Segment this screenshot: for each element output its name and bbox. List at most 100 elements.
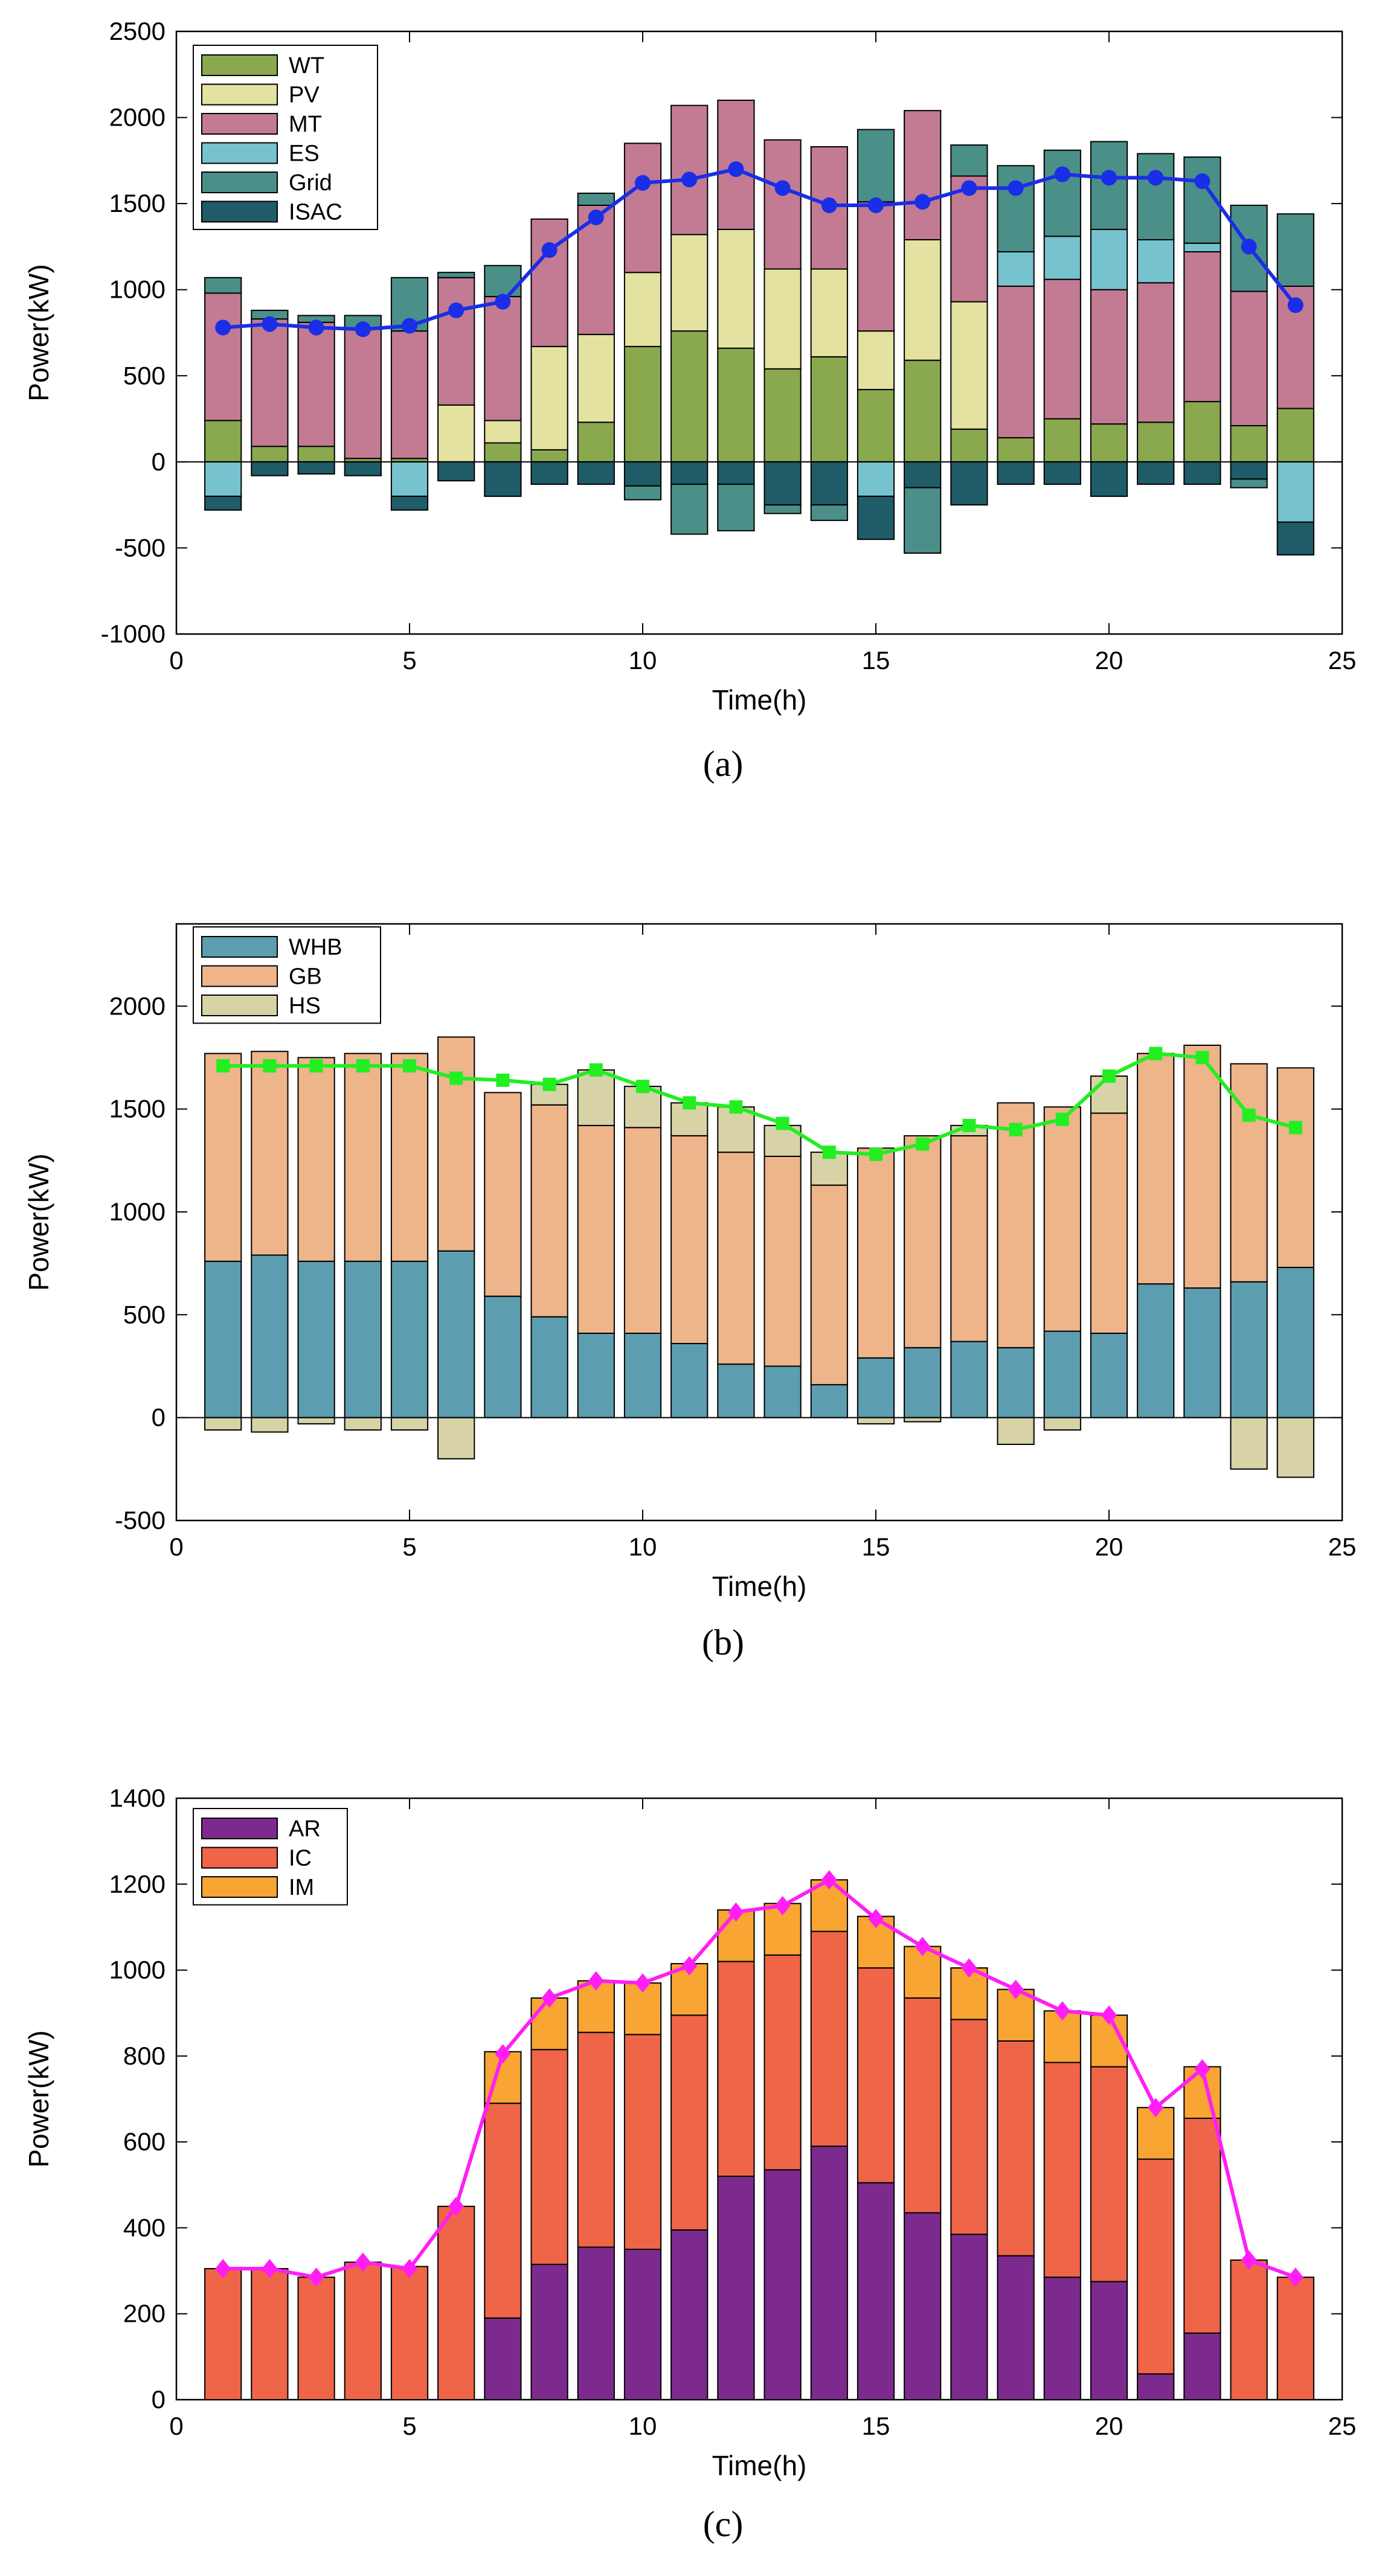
line-marker: [495, 293, 511, 310]
bar-es: [1276, 461, 1314, 523]
y-tick-label: 0: [152, 447, 166, 476]
line-marker: [263, 1059, 277, 1073]
x-tick-label: 0: [169, 1533, 183, 1561]
bar-mt: [670, 104, 709, 235]
bar-pv: [857, 330, 895, 391]
y-tick-label: 1400: [109, 1784, 166, 1812]
legend-label-ic: IC: [289, 1846, 312, 1871]
line-marker: [961, 180, 977, 196]
y-tick-label: 1000: [109, 1956, 166, 1984]
legend-swatch-isac: [201, 200, 278, 223]
line-marker: [681, 1956, 698, 1976]
bar-whb: [904, 1347, 942, 1418]
bar-ic: [1183, 2118, 1221, 2334]
bar-gb: [577, 1124, 615, 1334]
line-marker: [403, 1059, 416, 1073]
line-marker: [262, 2259, 278, 2279]
bar-ic: [297, 2276, 335, 2401]
bar-gb: [204, 1053, 242, 1262]
bar-hs: [297, 1417, 335, 1424]
bar-wt: [950, 428, 988, 463]
bar-hs: [997, 1417, 1035, 1445]
y-tick-label: 800: [123, 2042, 166, 2070]
y-tick-label: 2000: [109, 992, 166, 1020]
bar-gb: [484, 1092, 522, 1297]
bar-ar: [764, 2169, 802, 2401]
y-axis-label: Power(kW): [23, 1153, 54, 1290]
bar-grid: [577, 193, 615, 206]
bar-grid: [810, 504, 848, 521]
y-tick-label: 1500: [109, 1095, 166, 1123]
bar-ic: [810, 1930, 848, 2147]
line-marker: [308, 319, 324, 336]
line-marker: [1148, 170, 1164, 186]
bar-ar: [623, 2249, 662, 2400]
line-marker: [216, 1059, 230, 1073]
legend-swatch-grid: [201, 171, 278, 193]
x-tick-label: 5: [402, 2412, 416, 2440]
bar-mt: [484, 296, 522, 421]
bar-mt: [1043, 278, 1081, 420]
line-marker: [1055, 1112, 1069, 1126]
bar-grid: [904, 487, 942, 554]
bar-mt: [344, 328, 382, 460]
bar-gb: [1276, 1067, 1314, 1268]
legend-swatch-ar: [201, 1818, 278, 1839]
bar-pv: [437, 404, 475, 463]
bar-grid: [1276, 213, 1314, 287]
bar-mt: [1090, 289, 1128, 425]
legend-swatch-wt: [201, 54, 278, 76]
bar-ic: [857, 1967, 895, 2184]
bar-isac: [857, 495, 895, 540]
legend-label-mt: MT: [289, 112, 322, 137]
line-marker: [868, 1909, 884, 1929]
bar-ic: [623, 2034, 662, 2250]
bar-gb: [390, 1053, 429, 1262]
line-marker: [1241, 239, 1257, 255]
bar-ic: [1043, 2062, 1081, 2278]
line-marker: [1241, 2250, 1257, 2270]
bar-gb: [623, 1127, 662, 1334]
y-tick-label: 1200: [109, 1870, 166, 1898]
bar-grid: [1230, 478, 1268, 489]
x-tick-label: 20: [1095, 2412, 1124, 2440]
y-tick-label: 2500: [109, 17, 166, 45]
bar-wt: [857, 389, 895, 463]
bar-ic: [1090, 2066, 1128, 2283]
line-marker: [1287, 297, 1304, 313]
line-marker: [1101, 2005, 1117, 2025]
bar-hs: [1043, 1417, 1081, 1431]
bar-whb: [810, 1384, 848, 1418]
line-marker: [869, 1147, 883, 1161]
bar-ic: [344, 2261, 382, 2400]
bar-es: [857, 461, 895, 497]
bar-pv: [577, 333, 615, 423]
bar-gb: [251, 1051, 289, 1256]
line-marker: [1288, 1121, 1302, 1135]
bar-whb: [717, 1363, 755, 1418]
total-line: [223, 1878, 1296, 2280]
bar-isac: [1043, 461, 1081, 485]
line-marker: [729, 1100, 743, 1114]
bar-wt: [297, 446, 335, 463]
line-marker: [449, 1071, 463, 1085]
bar-mt: [577, 204, 615, 335]
bar-gb: [997, 1102, 1035, 1348]
figure-caption: (c): [703, 2504, 744, 2544]
legend-label-es: ES: [289, 141, 320, 167]
y-tick-label: 400: [123, 2213, 166, 2241]
line-marker: [541, 1988, 558, 2008]
legend-swatch-whb: [201, 936, 278, 958]
line-marker: [915, 194, 931, 210]
bar-isac: [1276, 521, 1314, 556]
bar-wt: [717, 347, 755, 463]
bar-grid: [437, 272, 475, 278]
x-tick-label: 15: [862, 1533, 890, 1561]
bar-grid: [484, 264, 522, 298]
bar-ar: [530, 2263, 568, 2400]
line-marker: [588, 1971, 604, 1991]
bar-wt: [997, 437, 1035, 463]
line-marker: [1149, 1046, 1163, 1060]
total-line: [223, 1051, 1296, 1156]
line-marker: [728, 1902, 744, 1922]
